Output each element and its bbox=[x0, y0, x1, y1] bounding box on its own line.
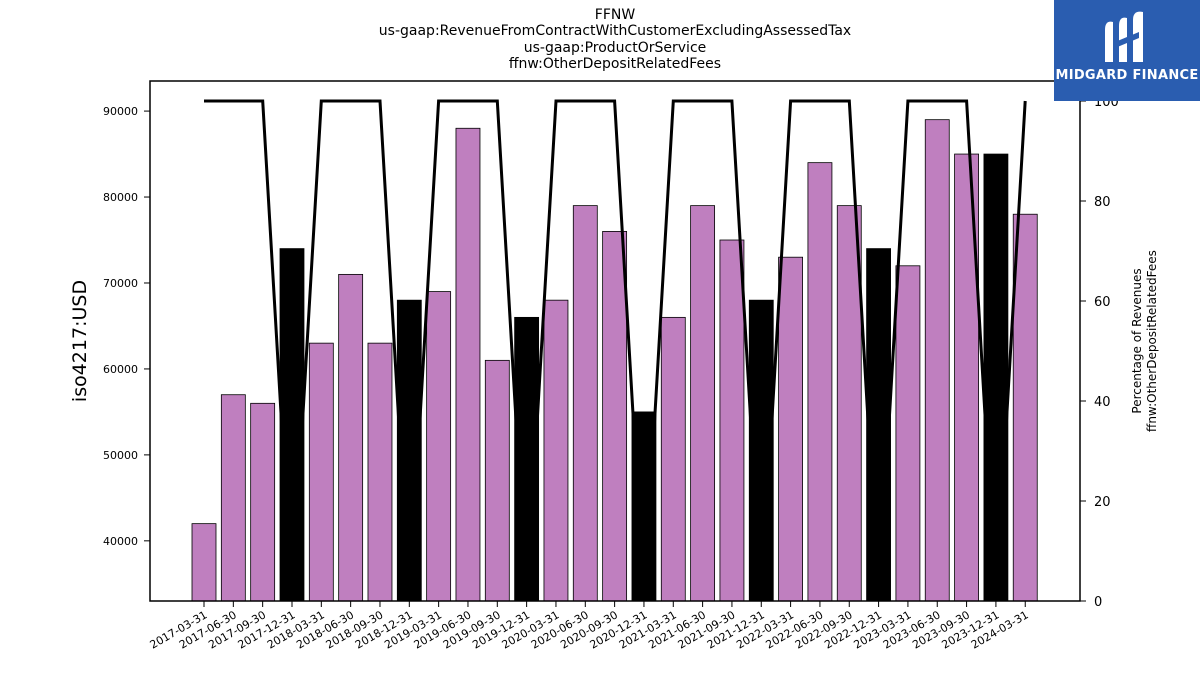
bar-2023-12-31 bbox=[983, 153, 1009, 602]
bar-2020-03-31 bbox=[543, 299, 569, 602]
bar-2018-06-30 bbox=[338, 273, 364, 602]
company-logo: MIDGARD FINANCE bbox=[1054, 0, 1200, 101]
y2-axis-label-line-2: ffnw:OtherDepositRelatedFees bbox=[1145, 250, 1159, 432]
y2-tick-label-0: 0 bbox=[1094, 595, 1102, 610]
title-line-2: us-gaap:RevenueFromContractWithCustomerE… bbox=[378, 23, 852, 39]
bar-2021-06-30 bbox=[690, 205, 716, 602]
percentage-line bbox=[204, 99, 1027, 602]
bar-2021-09-30 bbox=[719, 239, 745, 602]
bar-2022-09-30 bbox=[836, 205, 862, 602]
logo-text: MIDGARD FINANCE bbox=[1055, 68, 1199, 83]
y2-tick-label-80: 80 bbox=[1094, 195, 1111, 210]
bar-2019-09-30 bbox=[484, 359, 510, 602]
y-tick-label-50000: 50000 bbox=[103, 449, 138, 462]
bar-2017-03-31 bbox=[191, 523, 217, 602]
bar-2022-06-30 bbox=[807, 162, 833, 602]
y-tick-label-60000: 60000 bbox=[103, 363, 138, 376]
bar-2018-09-30 bbox=[367, 342, 393, 602]
y2-tick-label-60: 60 bbox=[1094, 295, 1111, 310]
bar-2021-03-31 bbox=[660, 316, 686, 602]
bar-2017-09-30 bbox=[250, 402, 276, 602]
bar-2019-06-30 bbox=[455, 127, 481, 602]
y-tick-label-40000: 40000 bbox=[103, 535, 138, 548]
title-line-4: ffnw:OtherDepositRelatedFees bbox=[508, 56, 722, 72]
y-axis-label: iso4217:USD bbox=[69, 280, 91, 402]
y-tick-label-70000: 70000 bbox=[103, 277, 138, 290]
bar-2022-12-31 bbox=[866, 248, 891, 602]
title-line-1: FFNW bbox=[594, 7, 636, 23]
y2-axis-label-line-1: Percentage of Revenues bbox=[1130, 268, 1144, 413]
bar-2019-03-31 bbox=[426, 291, 452, 602]
bar-2023-06-30 bbox=[924, 119, 950, 602]
bar-2022-03-31 bbox=[778, 256, 803, 602]
title-line-3: us-gaap:ProductOrService bbox=[523, 40, 707, 56]
y2-tick-label-40: 40 bbox=[1094, 395, 1111, 410]
y-tick-label-80000: 80000 bbox=[103, 191, 138, 204]
bar-2018-03-31 bbox=[308, 342, 334, 602]
bar-2017-06-30 bbox=[220, 394, 246, 602]
bar-2020-09-30 bbox=[602, 231, 628, 602]
bar-2020-06-30 bbox=[572, 205, 598, 602]
bar-2017-12-31 bbox=[279, 248, 305, 602]
bar-2024-03-31 bbox=[1012, 213, 1038, 602]
bar-2023-03-31 bbox=[895, 265, 921, 602]
y2-tick-label-20: 20 bbox=[1094, 495, 1111, 510]
y-tick-label-90000: 90000 bbox=[103, 105, 138, 118]
midgard-m-logo-icon bbox=[1105, 11, 1143, 62]
